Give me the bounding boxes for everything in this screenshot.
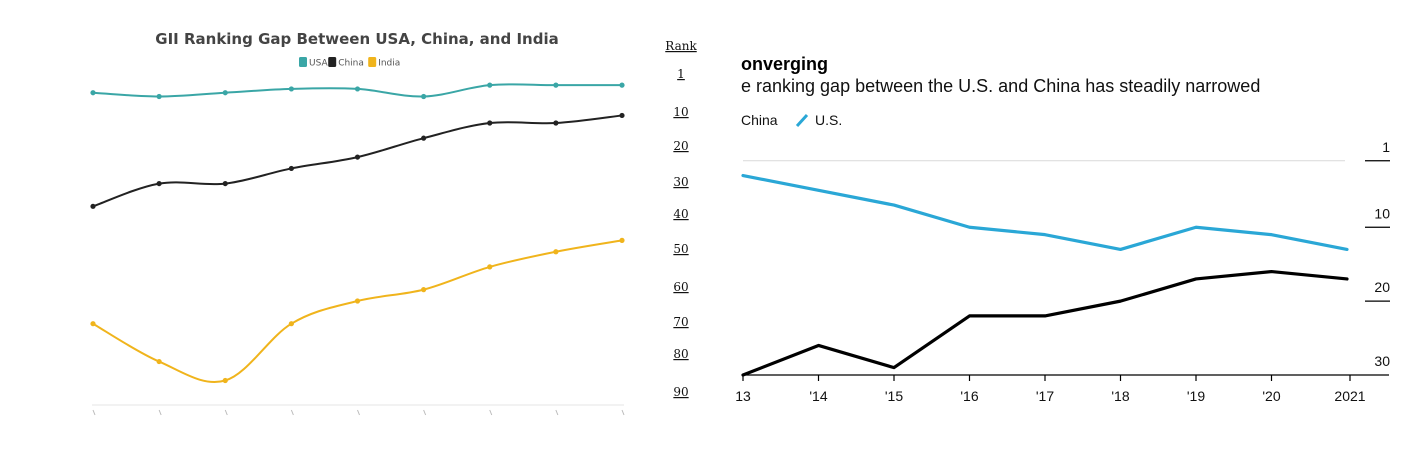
- chart1-point-usa-1[interactable]: [156, 93, 162, 100]
- chart1-x-tick-7: [555, 409, 559, 416]
- chart2-y-tick-label-10: 10: [1374, 205, 1390, 221]
- chart1-x-tick-6: [489, 409, 493, 416]
- chart1-point-china-6[interactable]: [487, 120, 493, 126]
- chart1-legend-label-india: India: [378, 59, 400, 69]
- chart2-x-tick-label-3: '16: [960, 388, 978, 404]
- chart1-line-china: [92, 114, 623, 208]
- chart2-legend-label-china: China: [741, 112, 778, 128]
- chart1-point-india-6[interactable]: [487, 264, 493, 270]
- rank-scale-label-70: 70: [673, 315, 688, 329]
- chart1-point-china-3[interactable]: [288, 165, 294, 172]
- chart2-x-tick-label-4: '17: [1036, 388, 1054, 404]
- chart1-point-india-7[interactable]: [553, 249, 559, 255]
- rank-scale-label-10: 10: [673, 105, 688, 119]
- chart1-point-india-5[interactable]: [421, 287, 427, 293]
- chart2-subtitle: e ranking gap between the U.S. and China…: [741, 76, 1260, 96]
- chart1-x-tick-8: [621, 409, 625, 416]
- chart1-point-china-1[interactable]: [156, 180, 162, 187]
- chart1-point-usa-6[interactable]: [487, 82, 493, 88]
- rank-scale: Rank 1 10 20 30 40 50 60 70 80 90: [665, 39, 697, 399]
- chart1-point-china-2[interactable]: [222, 180, 228, 187]
- chart1-x-tick-0: [92, 409, 96, 416]
- chart2-line-us: [741, 173, 1349, 252]
- chart2-legend-swatch-us: [795, 113, 809, 128]
- chart1-point-usa-4[interactable]: [354, 86, 361, 92]
- chart1-legend-swatch-china: [328, 57, 337, 67]
- rank-scale-header: Rank: [665, 39, 697, 53]
- chart1-point-usa-5[interactable]: [421, 93, 427, 100]
- chart2-line-china: [741, 269, 1349, 377]
- chart1-x-tick-4: [357, 409, 360, 416]
- chart1-point-usa-3[interactable]: [288, 86, 294, 92]
- chart1-point-china-0[interactable]: [90, 203, 96, 209]
- chart2-x-tick-label-7: '20: [1262, 388, 1280, 404]
- chart1-x-tick-5: [423, 409, 427, 416]
- chart1-x-tick-2: [224, 409, 228, 416]
- chart2-y-tick-label-20: 20: [1374, 279, 1390, 295]
- chart2-x-ticks: 13 '14 '15 '16 '17 '18 '19 '20 2021: [735, 375, 1366, 404]
- chart1-point-india-4[interactable]: [354, 298, 361, 304]
- chart2-x-tick-label-0: 13: [735, 388, 751, 404]
- chart1-point-india-0[interactable]: [90, 321, 96, 327]
- chart2-x-tick-label-2: '15: [885, 388, 903, 404]
- chart2-series: [741, 173, 1349, 377]
- rank-scale-label-90: 90: [673, 385, 688, 399]
- chart1-legend-label-usa: USA: [309, 59, 328, 69]
- chart1-x-tick-1: [158, 409, 162, 416]
- chart1-point-usa-2[interactable]: [222, 90, 228, 96]
- chart2-legend-label-us: U.S.: [815, 112, 842, 128]
- chart1-legend: USA China India: [299, 57, 400, 69]
- chart1-point-usa-8[interactable]: [619, 82, 625, 88]
- chart1-point-china-7[interactable]: [553, 120, 559, 126]
- chart2-x-tick-label-5: '18: [1111, 388, 1129, 404]
- chart1-x-tick-3: [290, 409, 294, 416]
- chart1-point-india-8[interactable]: [619, 237, 625, 243]
- chart1-title: GII Ranking Gap Between USA, China, and …: [155, 30, 558, 48]
- chart1-x-ticks: [92, 409, 625, 416]
- rank-scale-label-80: 80: [673, 347, 688, 361]
- chart1-line-india: [92, 239, 623, 383]
- chart1-legend-swatch-india: [368, 57, 377, 67]
- chart2-x-tick-label-6: '19: [1187, 388, 1205, 404]
- chart1-point-india-1[interactable]: [156, 358, 162, 365]
- chart2-y-ticks: 1 10 20 30: [1365, 139, 1390, 369]
- chart2-x-tick-label-1: '14: [809, 388, 827, 404]
- chart1-legend-swatch-usa: [299, 57, 307, 67]
- chart1-point-usa-0[interactable]: [90, 90, 96, 96]
- rank-scale-label-50: 50: [673, 242, 688, 256]
- chart1-point-china-4[interactable]: [354, 154, 361, 160]
- chart1-point-usa-7[interactable]: [553, 82, 559, 88]
- chart1-series: [90, 82, 625, 384]
- rank-scale-label-1: 1: [677, 67, 685, 81]
- chart1-point-china-5[interactable]: [421, 135, 427, 141]
- rank-scale-label-30: 30: [673, 175, 688, 189]
- rank-scale-label-20: 20: [673, 139, 688, 153]
- chart-gii-ranking-gap: GII Ranking Gap Between USA, China, and …: [90, 30, 625, 416]
- chart2-title: onverging: [741, 54, 828, 74]
- chart-converging: onverging e ranking gap between the U.S.…: [735, 54, 1390, 404]
- chart2-y-tick-label-1: 1: [1382, 139, 1390, 155]
- chart2-x-tick-label-8: 2021: [1334, 388, 1365, 404]
- chart1-point-india-2[interactable]: [222, 377, 228, 384]
- chart1-legend-label-china: China: [338, 59, 364, 69]
- rank-scale-label-40: 40: [673, 207, 688, 221]
- chart1-point-india-3[interactable]: [288, 321, 294, 327]
- chart2-y-tick-label-30: 30: [1374, 353, 1390, 369]
- chart1-point-china-8[interactable]: [619, 112, 625, 119]
- rank-scale-label-60: 60: [673, 280, 688, 294]
- chart2-legend: China U.S.: [741, 112, 842, 128]
